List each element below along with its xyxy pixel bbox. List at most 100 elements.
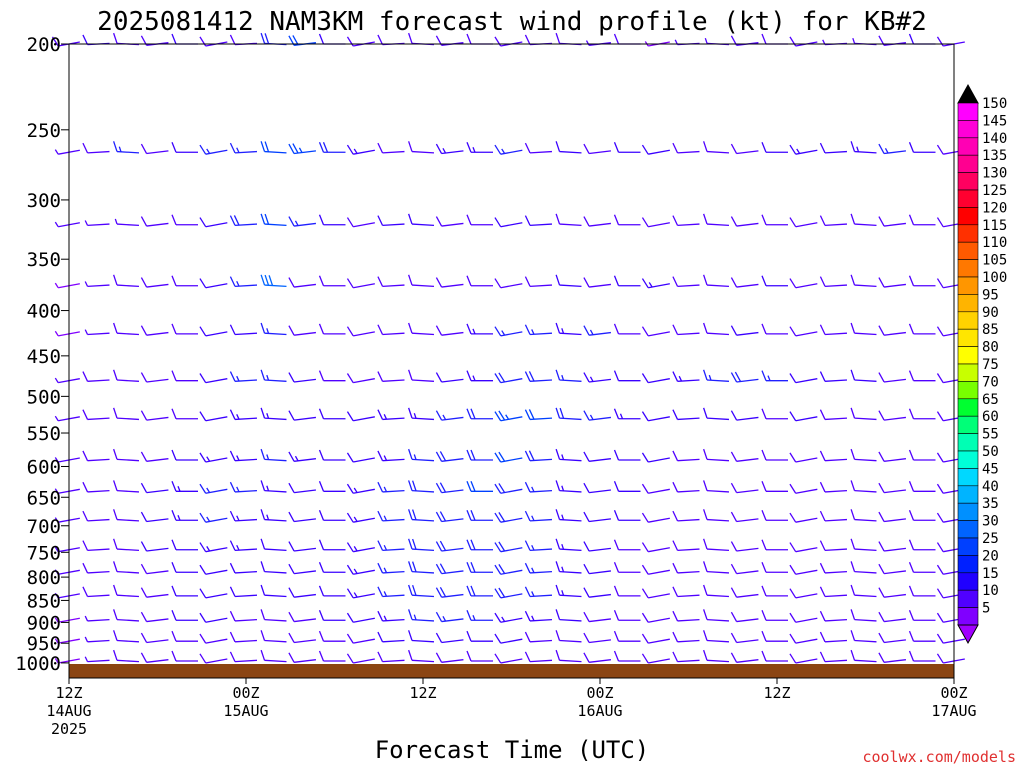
wind-barb	[346, 36, 375, 47]
wind-barb	[54, 149, 80, 155]
wind-barb	[819, 586, 848, 598]
wind-barb	[408, 274, 435, 288]
wind-barb	[878, 482, 906, 494]
wind-barb	[641, 326, 670, 337]
wind-barb	[789, 373, 818, 384]
wind-barb	[346, 588, 375, 599]
wind-barb	[346, 217, 375, 228]
wind-barb	[761, 323, 788, 335]
wind-barb	[613, 370, 641, 382]
wind-barb	[703, 561, 730, 574]
wind-barb	[850, 274, 877, 288]
wind-barb	[730, 482, 759, 494]
wind-barb	[199, 326, 228, 337]
y-tick-label: 400	[27, 301, 61, 323]
colorbar-segment	[957, 502, 979, 521]
colorbar-segment	[957, 520, 979, 539]
wind-barb	[878, 216, 906, 227]
wind-barb	[199, 653, 228, 664]
wind-barb	[318, 214, 346, 226]
colorbar-segment	[957, 154, 979, 173]
wind-barb	[466, 509, 493, 521]
colorbar-label: 25	[982, 531, 999, 547]
wind-barb	[408, 480, 435, 493]
wind-barb	[524, 562, 553, 574]
wind-barb	[466, 214, 493, 226]
colorbar-segment	[957, 102, 979, 121]
wind-barb	[346, 373, 375, 384]
wind-barb	[583, 216, 611, 227]
wind-barb	[672, 276, 700, 288]
wind-barb	[761, 275, 788, 287]
wind-barb	[936, 633, 965, 644]
wind-barb	[113, 407, 140, 421]
wind-barb	[703, 630, 730, 643]
wind-barb	[583, 652, 611, 663]
wind-barb	[936, 36, 965, 47]
wind-barb	[466, 408, 493, 420]
wind-barb	[199, 512, 228, 523]
wind-barb	[408, 609, 435, 622]
colorbar-label: 145	[982, 113, 1007, 129]
y-tick-label: 600	[27, 456, 61, 478]
wind-barb	[260, 407, 287, 421]
wind-barb	[730, 325, 759, 336]
wind-barb	[377, 510, 405, 522]
wind-barb	[613, 449, 641, 461]
wind-barb	[140, 451, 169, 462]
wind-barb	[641, 588, 670, 599]
wind-barb	[583, 587, 611, 598]
wind-barb	[288, 216, 316, 227]
colorbar-segment	[957, 450, 979, 469]
wind-barb	[408, 630, 435, 643]
wind-barb	[878, 277, 906, 288]
wind-barb	[346, 564, 375, 575]
wind-barb	[466, 323, 493, 335]
y-tick-label: 750	[27, 542, 61, 564]
wind-barb	[466, 585, 493, 597]
wind-barb	[84, 329, 110, 336]
wind-barb	[703, 369, 730, 382]
wind-barb	[761, 449, 788, 461]
wind-barb	[435, 540, 464, 552]
wind-barb	[113, 538, 140, 552]
wind-barb	[613, 585, 641, 597]
wind-barb	[908, 408, 936, 420]
wind-barb	[346, 326, 375, 337]
wind-barb	[140, 632, 169, 644]
wind-barb	[789, 326, 818, 337]
wind-barb	[555, 322, 582, 336]
wind-barb	[288, 652, 316, 663]
wind-barb	[408, 584, 435, 598]
wind-barb	[730, 563, 759, 575]
wind-barb	[641, 612, 670, 623]
wind-barb	[761, 481, 788, 492]
wind-barb	[113, 630, 140, 643]
colorbar-label: 40	[982, 479, 999, 495]
wind-barb	[703, 509, 730, 522]
wind-barb	[435, 611, 464, 623]
wind-barb	[524, 409, 553, 421]
wind-barb	[377, 142, 405, 154]
wind-barb	[288, 632, 316, 644]
wind-barb	[524, 276, 553, 288]
wind-barb	[524, 586, 553, 598]
wind-barb	[583, 451, 611, 462]
wind-barb	[435, 325, 464, 336]
wind-barb	[494, 451, 523, 463]
wind-barb	[408, 407, 435, 421]
wind-barb	[82, 562, 110, 574]
wind-barb	[199, 411, 228, 422]
wind-barb	[555, 584, 582, 598]
wind-barb	[54, 377, 80, 384]
wind-barb	[583, 482, 611, 494]
wind-barb	[82, 540, 110, 552]
colorbar-label: 65	[982, 392, 999, 408]
wind-barb	[408, 213, 435, 227]
wind-barb	[703, 274, 730, 288]
wind-barb	[260, 538, 287, 552]
wind-barb	[672, 651, 700, 663]
wind-barb	[703, 649, 730, 663]
wind-barb	[318, 650, 346, 662]
wind-barb	[555, 274, 582, 288]
